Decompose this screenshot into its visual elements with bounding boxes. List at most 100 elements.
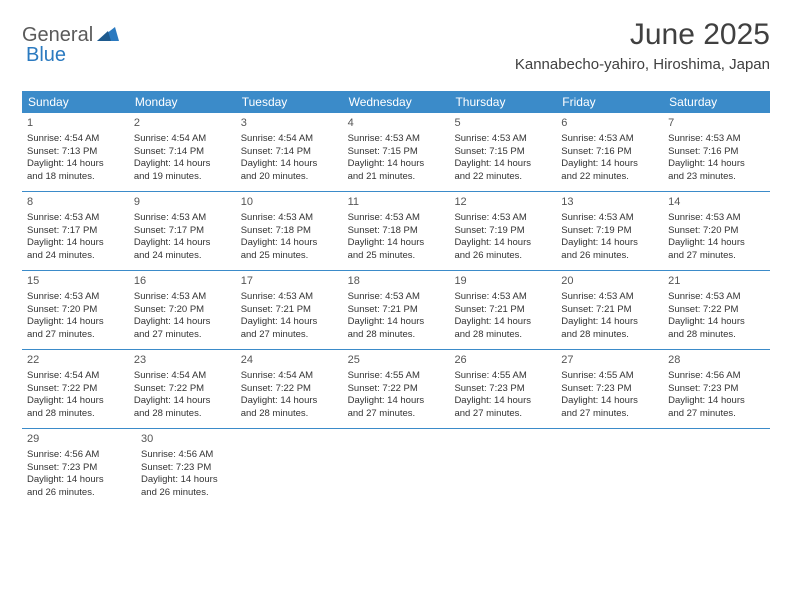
sunrise-line: Sunrise: 4:54 AM — [27, 370, 124, 383]
daylight-line-2: and 22 minutes. — [454, 171, 551, 184]
day-number: 11 — [348, 195, 445, 210]
sunset-line: Sunset: 7:23 PM — [454, 383, 551, 396]
daylight-line-1: Daylight: 14 hours — [668, 237, 765, 250]
sunset-line: Sunset: 7:19 PM — [454, 225, 551, 238]
sunset-line: Sunset: 7:21 PM — [241, 304, 338, 317]
day-header-saturday: Saturday — [663, 91, 770, 113]
daylight-line-1: Daylight: 14 hours — [134, 158, 231, 171]
day-header-tuesday: Tuesday — [236, 91, 343, 113]
daylight-line-1: Daylight: 14 hours — [348, 158, 445, 171]
sunset-line: Sunset: 7:21 PM — [561, 304, 658, 317]
day-cell: 20Sunrise: 4:53 AMSunset: 7:21 PMDayligh… — [556, 271, 663, 349]
sunrise-line: Sunrise: 4:54 AM — [241, 133, 338, 146]
day-cell: 27Sunrise: 4:55 AMSunset: 7:23 PMDayligh… — [556, 350, 663, 428]
empty-cell — [250, 429, 354, 507]
daylight-line-1: Daylight: 14 hours — [27, 158, 124, 171]
day-number: 18 — [348, 274, 445, 289]
day-number: 21 — [668, 274, 765, 289]
weeks-container: 1Sunrise: 4:54 AMSunset: 7:13 PMDaylight… — [22, 113, 770, 507]
daylight-line-2: and 26 minutes. — [141, 487, 245, 500]
daylight-line-2: and 27 minutes. — [241, 329, 338, 342]
day-number: 23 — [134, 353, 231, 368]
day-number: 8 — [27, 195, 124, 210]
daylight-line-2: and 28 minutes. — [668, 329, 765, 342]
day-cell: 21Sunrise: 4:53 AMSunset: 7:22 PMDayligh… — [663, 271, 770, 349]
week-row: 1Sunrise: 4:54 AMSunset: 7:13 PMDaylight… — [22, 113, 770, 192]
sunrise-line: Sunrise: 4:53 AM — [27, 212, 124, 225]
empty-cell — [458, 429, 562, 507]
daylight-line-2: and 19 minutes. — [134, 171, 231, 184]
sunrise-line: Sunrise: 4:56 AM — [141, 449, 245, 462]
sunset-line: Sunset: 7:23 PM — [141, 462, 245, 475]
sunset-line: Sunset: 7:16 PM — [668, 146, 765, 159]
day-number: 10 — [241, 195, 338, 210]
month-title: June 2025 — [515, 18, 770, 52]
daylight-line-1: Daylight: 14 hours — [668, 316, 765, 329]
sunrise-line: Sunrise: 4:53 AM — [241, 212, 338, 225]
day-cell: 15Sunrise: 4:53 AMSunset: 7:20 PMDayligh… — [22, 271, 129, 349]
daylight-line-1: Daylight: 14 hours — [348, 237, 445, 250]
daylight-line-2: and 28 minutes. — [241, 408, 338, 421]
daylight-line-2: and 22 minutes. — [561, 171, 658, 184]
day-cell: 18Sunrise: 4:53 AMSunset: 7:21 PMDayligh… — [343, 271, 450, 349]
day-number: 24 — [241, 353, 338, 368]
sunset-line: Sunset: 7:18 PM — [348, 225, 445, 238]
day-cell: 22Sunrise: 4:54 AMSunset: 7:22 PMDayligh… — [22, 350, 129, 428]
daylight-line-2: and 27 minutes. — [668, 408, 765, 421]
daylight-line-1: Daylight: 14 hours — [141, 474, 245, 487]
daylight-line-1: Daylight: 14 hours — [668, 395, 765, 408]
empty-cell — [354, 429, 458, 507]
sunrise-line: Sunrise: 4:53 AM — [348, 212, 445, 225]
daylight-line-2: and 28 minutes. — [561, 329, 658, 342]
daylight-line-1: Daylight: 14 hours — [454, 158, 551, 171]
sunset-line: Sunset: 7:19 PM — [561, 225, 658, 238]
daylight-line-2: and 25 minutes. — [241, 250, 338, 263]
day-cell: 9Sunrise: 4:53 AMSunset: 7:17 PMDaylight… — [129, 192, 236, 270]
day-cell: 12Sunrise: 4:53 AMSunset: 7:19 PMDayligh… — [449, 192, 556, 270]
day-header-sunday: Sunday — [22, 91, 129, 113]
empty-cell — [562, 429, 666, 507]
sunrise-line: Sunrise: 4:53 AM — [348, 133, 445, 146]
sunset-line: Sunset: 7:18 PM — [241, 225, 338, 238]
sunset-line: Sunset: 7:22 PM — [241, 383, 338, 396]
day-cell: 8 Sunrise: 4:53 AMSunset: 7:17 PMDaylight… — [22, 192, 129, 270]
day-number: 5 — [454, 116, 551, 131]
day-cell: 7Sunrise: 4:53 AMSunset: 7:16 PMDaylight… — [663, 113, 770, 191]
daylight-line-1: Daylight: 14 hours — [348, 395, 445, 408]
day-cell: 26Sunrise: 4:55 AMSunset: 7:23 PMDayligh… — [449, 350, 556, 428]
day-number: 15 — [27, 274, 124, 289]
sunrise-line: Sunrise: 4:53 AM — [241, 291, 338, 304]
day-cell: 23Sunrise: 4:54 AMSunset: 7:22 PMDayligh… — [129, 350, 236, 428]
sunrise-line: Sunrise: 4:54 AM — [241, 370, 338, 383]
sunset-line: Sunset: 7:17 PM — [27, 225, 124, 238]
week-row: 15Sunrise: 4:53 AMSunset: 7:20 PMDayligh… — [22, 271, 770, 350]
daylight-line-2: and 28 minutes. — [454, 329, 551, 342]
daylight-line-2: and 24 minutes. — [134, 250, 231, 263]
day-header-wednesday: Wednesday — [343, 91, 450, 113]
sunrise-line: Sunrise: 4:53 AM — [348, 291, 445, 304]
day-cell: 6Sunrise: 4:53 AMSunset: 7:16 PMDaylight… — [556, 113, 663, 191]
day-number: 4 — [348, 116, 445, 131]
day-number: 28 — [668, 353, 765, 368]
daylight-line-2: and 28 minutes. — [348, 329, 445, 342]
daylight-line-1: Daylight: 14 hours — [241, 316, 338, 329]
sunset-line: Sunset: 7:16 PM — [561, 146, 658, 159]
day-number: 16 — [134, 274, 231, 289]
sunset-line: Sunset: 7:14 PM — [241, 146, 338, 159]
daylight-line-1: Daylight: 14 hours — [27, 237, 124, 250]
daylight-line-2: and 18 minutes. — [27, 171, 124, 184]
sunset-line: Sunset: 7:22 PM — [348, 383, 445, 396]
calendar: SundayMondayTuesdayWednesdayThursdayFrid… — [22, 91, 770, 507]
day-cell: 1Sunrise: 4:54 AMSunset: 7:13 PMDaylight… — [22, 113, 129, 191]
daylight-line-1: Daylight: 14 hours — [134, 237, 231, 250]
day-cell: 16Sunrise: 4:53 AMSunset: 7:20 PMDayligh… — [129, 271, 236, 349]
day-header-monday: Monday — [129, 91, 236, 113]
sunset-line: Sunset: 7:15 PM — [454, 146, 551, 159]
day-cell: 11 Sunrise: 4:53 AMSunset: 7:18 PMDayligh… — [343, 192, 450, 270]
daylight-line-1: Daylight: 14 hours — [241, 237, 338, 250]
daylight-line-2: and 27 minutes. — [27, 329, 124, 342]
day-number: 1 — [27, 116, 124, 131]
day-number: 13 — [561, 195, 658, 210]
sunrise-line: Sunrise: 4:53 AM — [454, 133, 551, 146]
daylight-line-2: and 21 minutes. — [348, 171, 445, 184]
